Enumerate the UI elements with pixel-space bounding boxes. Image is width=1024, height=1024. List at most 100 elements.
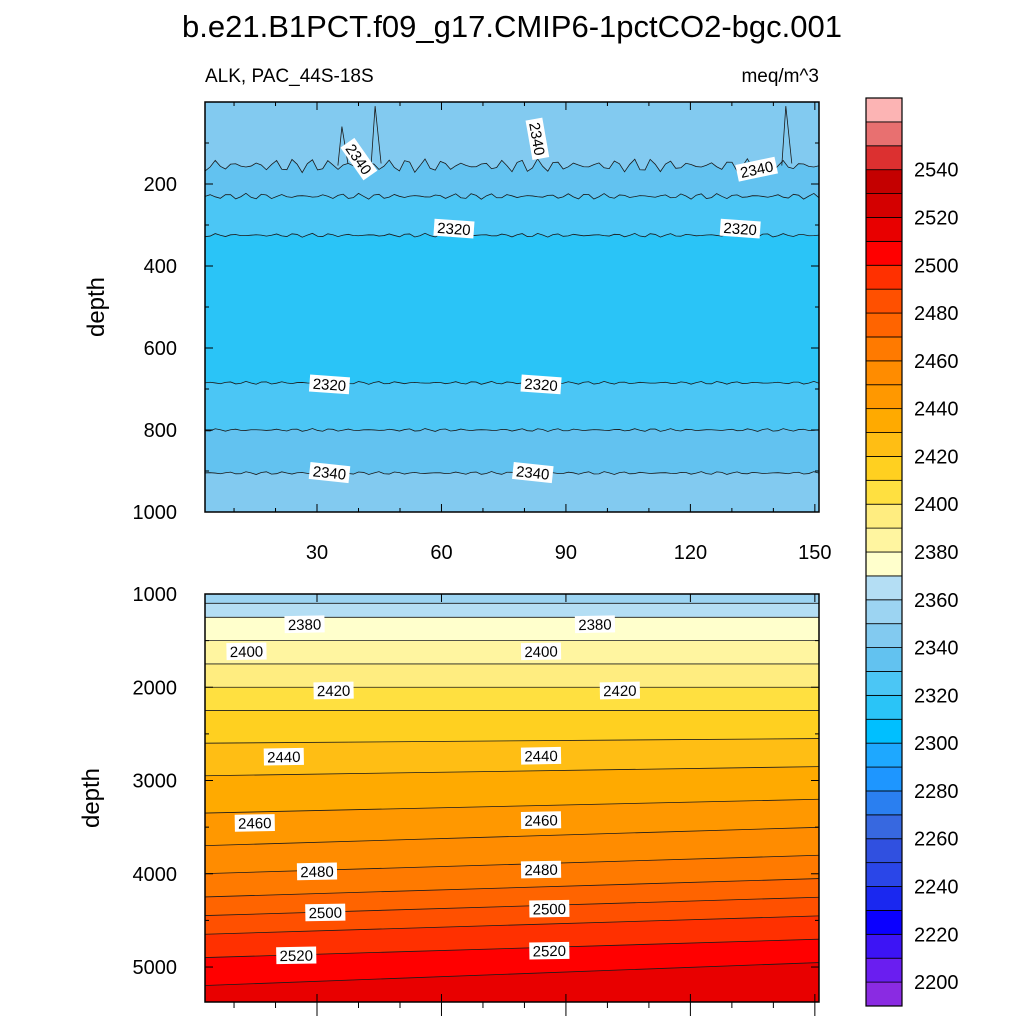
contour-label-text: 2320 xyxy=(312,376,346,395)
lower-contour-band xyxy=(205,663,819,688)
contour-label-text: 2320 xyxy=(524,376,558,395)
contour-label-box xyxy=(313,681,354,700)
lower-contour-line xyxy=(205,738,819,744)
contour-label-box xyxy=(284,615,325,634)
lower-contour-band xyxy=(205,687,819,711)
contour-label-text: 2320 xyxy=(437,220,471,239)
lower-contour-band xyxy=(205,594,819,604)
chart-subtitle-left: ALK, PAC_44S-18S xyxy=(205,66,374,87)
colorbar-tick-label: 2340 xyxy=(914,638,959,660)
lower-y-axis-label: depth xyxy=(78,768,105,828)
upper-y-tick-label: 600 xyxy=(144,338,177,360)
upper-y-tick-label: 800 xyxy=(144,420,177,442)
contour-label-text: 2440 xyxy=(524,748,558,766)
contour-label-box xyxy=(276,946,317,965)
lower-y-tick-label: 3000 xyxy=(133,771,178,793)
colorbar-swatch xyxy=(865,694,903,720)
contour-label-text: 2480 xyxy=(300,864,334,882)
colorbar-swatch xyxy=(865,814,903,840)
chart-units-label: meq/m^3 xyxy=(741,66,819,87)
lower-contour-line xyxy=(205,798,819,814)
upper-x-tick-label: 90 xyxy=(555,542,577,564)
lower-contour-label: 2380 xyxy=(284,615,325,634)
lower-contour-band xyxy=(205,827,819,874)
lower-contour-label: 2500 xyxy=(529,899,570,919)
colorbar-swatch xyxy=(865,240,903,266)
colorbar-swatch xyxy=(865,671,903,696)
lower-y-tick-label: 5000 xyxy=(133,957,178,979)
colorbar: 2200 2220 2240 2260 2280 2300 2320 2340 2360 2380… xyxy=(865,97,959,1007)
upper-y-axis-label: depth xyxy=(83,277,110,337)
lower-plot-frame xyxy=(204,593,820,1003)
contour-label-text: 2520 xyxy=(279,948,313,966)
lower-contour-band xyxy=(205,915,819,958)
lower-contour-label: 2440 xyxy=(520,746,562,766)
contour-label-box xyxy=(719,218,761,239)
colorbar-tick-label: 2420 xyxy=(914,446,959,468)
lower-contour-label: 2400 xyxy=(520,642,562,661)
contour-label-text: 2520 xyxy=(533,943,567,961)
upper-contour-label: 2340 xyxy=(735,156,778,182)
colorbar-swatch xyxy=(865,910,903,935)
upper-contour-line xyxy=(205,471,819,475)
colorbar-swatch xyxy=(865,312,903,338)
contour-label-text: 2480 xyxy=(524,862,558,880)
contour-label-box xyxy=(512,462,554,484)
upper-contour-line xyxy=(205,192,819,200)
contour-label-text: 2400 xyxy=(230,644,264,662)
colorbar-tick-label: 2200 xyxy=(914,972,959,994)
lower-contour-line xyxy=(205,878,819,898)
upper-contour-line xyxy=(370,106,382,166)
lower-contour-label: 2420 xyxy=(599,681,641,701)
contour-label-text: 2500 xyxy=(308,905,342,923)
contour-label-text: 2380 xyxy=(288,616,322,634)
upper-y-tick-label: 200 xyxy=(144,174,177,196)
colorbar-swatch xyxy=(865,121,903,147)
lower-contour-label: 2460 xyxy=(520,811,562,830)
contour-label-text: 2500 xyxy=(533,901,567,919)
contour-label-box xyxy=(525,117,550,160)
upper-contour-band xyxy=(205,428,819,475)
contour-label-box xyxy=(520,860,562,879)
contour-label-text: 2380 xyxy=(578,616,612,634)
lower-contour-label: 2480 xyxy=(520,860,562,880)
upper-contour-line xyxy=(205,232,819,238)
upper-contour-line xyxy=(205,380,819,385)
contour-label-box xyxy=(520,374,562,395)
lower-y-tick-label: 1000 xyxy=(133,584,178,606)
contour-label-box xyxy=(234,814,275,832)
colorbar-swatch xyxy=(865,456,903,481)
colorbar-swatch xyxy=(865,97,903,123)
contour-label-box xyxy=(226,642,267,661)
colorbar-swatch xyxy=(865,193,903,218)
contour-label-box xyxy=(305,903,346,922)
lower-contour-band xyxy=(205,939,819,986)
colorbar-tick-label: 2460 xyxy=(914,351,959,373)
lower-contour-label: 2460 xyxy=(234,814,275,833)
colorbar-swatch xyxy=(865,790,903,816)
contour-label-box xyxy=(520,746,562,765)
lower-contour-label: 2520 xyxy=(276,946,317,966)
upper-contour-label: 2320 xyxy=(719,218,761,239)
upper-contour-band xyxy=(205,381,819,432)
upper-contour-label: 2320 xyxy=(308,374,351,395)
colorbar-swatch xyxy=(865,838,903,864)
contour-label-text: 2440 xyxy=(267,749,301,767)
upper-x-tick-label: 150 xyxy=(798,542,831,564)
colorbar-frame xyxy=(865,97,903,1007)
contour-label-box xyxy=(520,642,562,661)
contour-label-text: 2340 xyxy=(739,158,775,182)
colorbar-swatch xyxy=(865,288,903,314)
contour-label-box xyxy=(308,462,351,484)
colorbar-swatch xyxy=(865,862,903,887)
colorbar-tick-label: 2400 xyxy=(914,494,959,516)
contour-label-text: 2420 xyxy=(603,683,637,701)
upper-x-tick-label: 30 xyxy=(306,542,328,564)
contour-label-box xyxy=(296,862,338,881)
colorbar-tick-label: 2260 xyxy=(914,829,959,851)
lower-contour-band xyxy=(205,855,819,897)
colorbar-swatch xyxy=(865,599,903,625)
upper-contour-label: 2340 xyxy=(525,117,550,160)
upper-contour-line xyxy=(205,157,819,174)
